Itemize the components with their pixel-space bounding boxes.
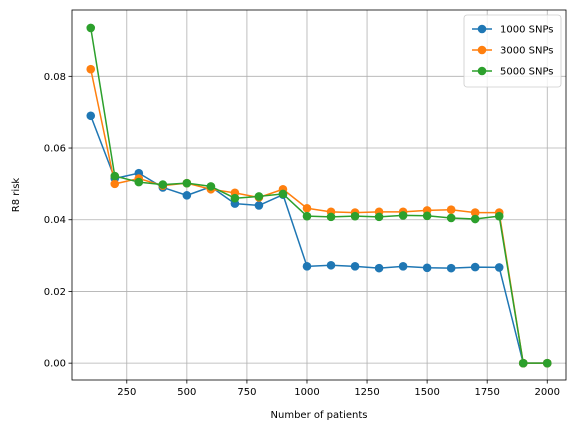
y-axis-label: R8 risk (11, 178, 22, 213)
plot-frame (71, 9, 567, 381)
series-2 (86, 23, 552, 368)
legend-marker (477, 24, 487, 34)
legend: 1000 SNPs 3000 SNPs 5000 SNPs (463, 14, 562, 88)
legend-item: 5000 SNPs (472, 67, 554, 78)
data-point (110, 179, 120, 189)
x-tick-label: 2000 (535, 387, 560, 398)
data-point (398, 262, 408, 271)
data-point (350, 262, 360, 271)
y-axis-ticks: 0.00 0.02 0.04 0.06 0.08 (44, 72, 72, 370)
series-layer (86, 23, 552, 368)
data-point (446, 213, 456, 223)
data-point (446, 205, 456, 214)
legend-item: 1000 SNPs (472, 25, 554, 36)
data-point (302, 262, 312, 271)
data-point (374, 212, 384, 222)
legend-item: 3000 SNPs (472, 46, 554, 57)
x-tick-label: 750 (237, 387, 256, 398)
data-point (494, 211, 504, 221)
x-tick-label: 1750 (474, 387, 499, 398)
y-tick-label: 0.08 (44, 72, 66, 83)
data-point (374, 263, 384, 273)
data-point (254, 192, 264, 201)
data-point (470, 208, 480, 217)
data-point (230, 193, 240, 203)
data-point (86, 64, 96, 74)
x-tick-label: 500 (177, 387, 196, 398)
data-point (134, 177, 144, 187)
x-axis-label: Number of patients (271, 410, 368, 421)
data-point (518, 358, 528, 368)
data-point (86, 111, 96, 121)
y-tick-label: 0.04 (44, 215, 66, 226)
data-point (86, 23, 96, 33)
data-point (182, 191, 192, 200)
x-tick-label: 1500 (414, 387, 439, 398)
legend-marker (477, 45, 487, 55)
data-point (542, 358, 552, 368)
y-tick-label: 0.02 (44, 287, 66, 298)
data-point (254, 201, 264, 210)
x-tick-label: 1000 (294, 387, 319, 398)
data-point (470, 262, 480, 272)
data-point (206, 182, 216, 191)
legend-label: 3000 SNPs (500, 46, 554, 57)
data-point (350, 211, 360, 221)
data-point (446, 263, 456, 273)
data-point (494, 263, 504, 272)
data-point (302, 203, 312, 213)
data-point (326, 212, 336, 222)
data-point (422, 211, 432, 221)
data-point (278, 189, 288, 199)
y-tick-label: 0.00 (44, 359, 66, 370)
data-point (110, 171, 120, 181)
data-point (182, 178, 192, 188)
legend-label: 1000 SNPs (500, 25, 554, 36)
data-point (326, 260, 336, 270)
legend-box (463, 14, 562, 88)
data-point (158, 180, 168, 189)
x-tick-label: 250 (117, 387, 136, 398)
x-axis-ticks: 250 500 750 1000 1250 1500 1750 2000 (117, 380, 560, 398)
data-point (470, 214, 480, 224)
data-point (422, 263, 432, 273)
x-tick-label: 1250 (354, 387, 379, 398)
data-point (398, 211, 408, 220)
legend-label: 5000 SNPs (500, 67, 554, 78)
data-point (302, 211, 312, 221)
legend-marker (477, 66, 487, 76)
y-tick-label: 0.06 (44, 144, 66, 155)
